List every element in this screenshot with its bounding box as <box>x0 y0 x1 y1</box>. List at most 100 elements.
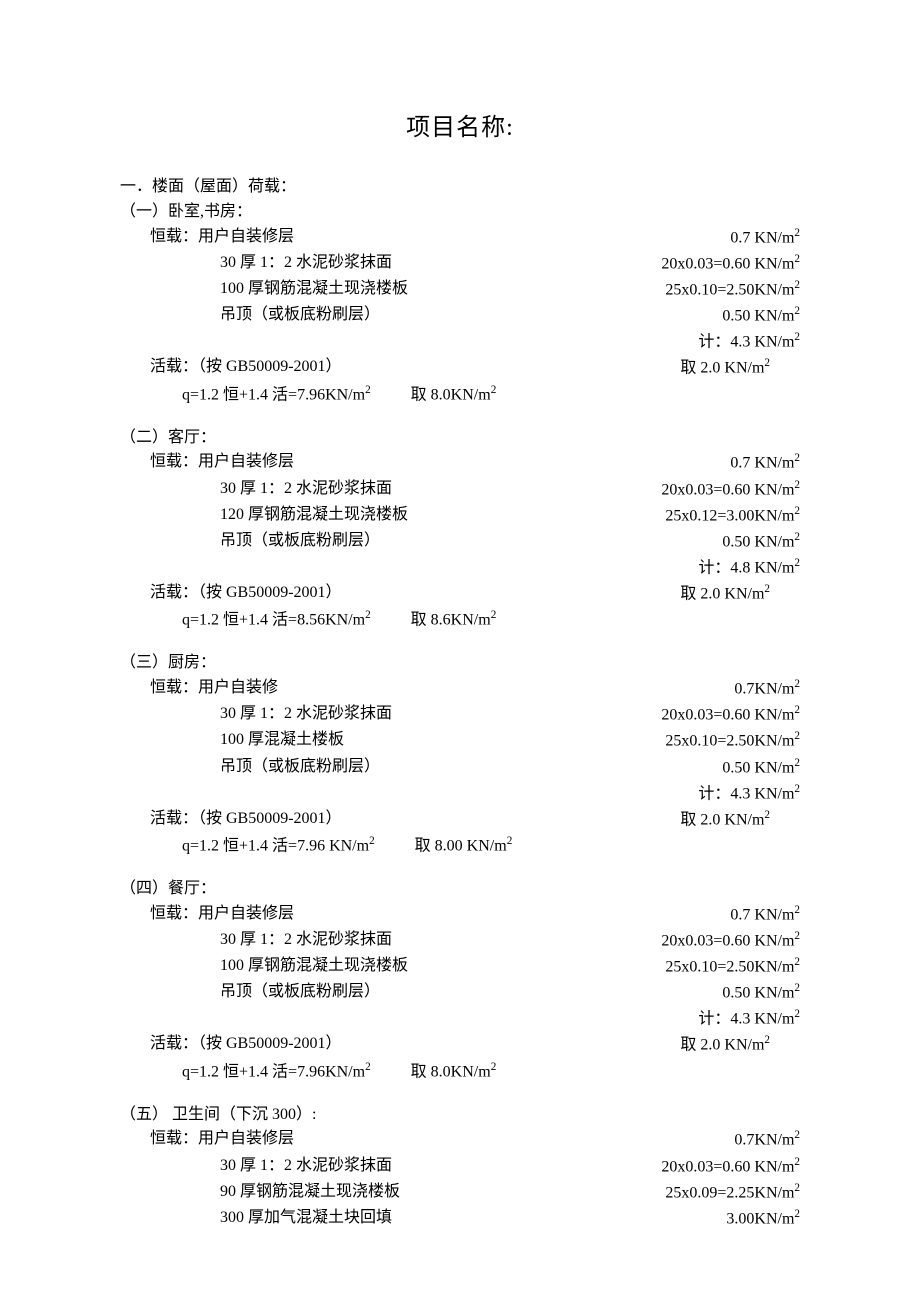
q-formula: q=1.2 恒+1.4 活=7.96KN/m2 <box>182 382 371 408</box>
load-row: 恒载：用户自装修层 0.7 KN/m2 <box>120 450 800 476</box>
load-value: 0.50 KN/m2 <box>722 755 800 781</box>
load-value: 25x0.10=2.50KN/m2 <box>665 728 800 754</box>
load-label: 90 厚钢筋混凝土现浇楼板 <box>120 1180 400 1206</box>
load-value: 25x0.09=2.25KN/m2 <box>665 1180 800 1206</box>
load-value: 20x0.03=0.60 KN/m2 <box>661 251 800 277</box>
document-title: 项目名称: <box>120 110 800 147</box>
load-row: 30 厚 1：2 水泥砂浆抹面 20x0.03=0.60 KN/m2 <box>120 477 800 503</box>
load-label: 吊顶（或板底粉刷层） <box>120 755 380 781</box>
subsection-heading: （二）客厅： <box>120 426 800 451</box>
load-value: 20x0.03=0.60 KN/m2 <box>661 1154 800 1180</box>
load-row: 30 厚 1：2 水泥砂浆抹面 20x0.03=0.60 KN/m2 <box>120 251 800 277</box>
section-gap <box>120 408 800 426</box>
q-result: 取 8.6KN/m2 <box>371 607 497 633</box>
live-load-row: 活载：（按 GB50009-2001） 取 2.0 KN/m2 <box>120 355 800 381</box>
load-value: 3.00KN/m2 <box>726 1206 800 1232</box>
live-load-value: 取 2.0 KN/m2 <box>680 1032 800 1058</box>
section-gap <box>120 1085 800 1103</box>
load-label: 恒载：用户自装修层 <box>120 225 294 251</box>
live-load-label: 活载：（按 GB50009-2001） <box>120 1032 342 1058</box>
sum-value: 计：4.3 KN/m2 <box>698 1006 800 1032</box>
load-value: 0.50 KN/m2 <box>722 980 800 1006</box>
load-label: 30 厚 1：2 水泥砂浆抹面 <box>120 477 392 503</box>
live-load-value: 取 2.0 KN/m2 <box>680 355 800 381</box>
live-load-value: 取 2.0 KN/m2 <box>680 581 800 607</box>
load-row: 30 厚 1：2 水泥砂浆抹面 20x0.03=0.60 KN/m2 <box>120 1154 800 1180</box>
load-row: 30 厚 1：2 水泥砂浆抹面 20x0.03=0.60 KN/m2 <box>120 702 800 728</box>
q-row: q=1.2 恒+1.4 活=7.96 KN/m2取 8.00 KN/m2 <box>120 833 800 859</box>
q-row: q=1.2 恒+1.4 活=7.96KN/m2取 8.0KN/m2 <box>120 1059 800 1085</box>
load-row: 120 厚钢筋混凝土现浇楼板25x0.12=3.00KN/m2 <box>120 503 800 529</box>
q-formula: q=1.2 恒+1.4 活=7.96 KN/m2 <box>182 833 375 859</box>
load-row: 恒载：用户自装修层 0.7 KN/m2 <box>120 902 800 928</box>
live-load-row: 活载：（按 GB50009-2001） 取 2.0 KN/m2 <box>120 807 800 833</box>
live-load-label: 活载：（按 GB50009-2001） <box>120 581 342 607</box>
q-formula: q=1.2 恒+1.4 活=7.96KN/m2 <box>182 1059 371 1085</box>
load-label: 120 厚钢筋混凝土现浇楼板 <box>120 503 408 529</box>
load-row: 100 厚钢筋混凝土现浇楼板 25x0.10=2.50KN/m2 <box>120 277 800 303</box>
load-value: 0.50 KN/m2 <box>722 529 800 555</box>
live-load-row: 活载：（按 GB50009-2001） 取 2.0 KN/m2 <box>120 1032 800 1058</box>
load-label: 恒载：用户自装修层 <box>120 1127 294 1153</box>
load-row: 30 厚 1：2 水泥砂浆抹面 20x0.03=0.60 KN/m2 <box>120 928 800 954</box>
subsection-heading: （一）卧室,书房： <box>120 200 800 225</box>
load-label: 30 厚 1：2 水泥砂浆抹面 <box>120 251 392 277</box>
load-value: 0.7KN/m2 <box>734 676 800 702</box>
subsection-heading: （四）餐厅： <box>120 877 800 902</box>
load-label: 恒载：用户自装修 <box>120 676 278 702</box>
section-gap <box>120 859 800 877</box>
live-load-label: 活载：（按 GB50009-2001） <box>120 807 342 833</box>
sum-value: 计：4.3 KN/m2 <box>698 781 800 807</box>
load-label: 恒载：用户自装修层 <box>120 902 294 928</box>
load-row: 100 厚混凝土楼板 25x0.10=2.50KN/m2 <box>120 728 800 754</box>
load-row: 吊顶（或板底粉刷层） 0.50 KN/m2 <box>120 980 800 1006</box>
load-label: 30 厚 1：2 水泥砂浆抹面 <box>120 928 392 954</box>
load-label: 30 厚 1：2 水泥砂浆抹面 <box>120 1154 392 1180</box>
load-label: 吊顶（或板底粉刷层） <box>120 529 380 555</box>
sum-value: 计：4.3 KN/m2 <box>698 329 800 355</box>
load-row: 吊顶（或板底粉刷层） 0.50 KN/m2 <box>120 755 800 781</box>
load-row: 90 厚钢筋混凝土现浇楼板 25x0.09=2.25KN/m2 <box>120 1180 800 1206</box>
live-load-value: 取 2.0 KN/m2 <box>680 807 800 833</box>
sum-row: 计：4.3 KN/m2 <box>120 781 800 807</box>
sections-container: （一）卧室,书房：恒载：用户自装修层0.7 KN/m230 厚 1：2 水泥砂浆… <box>120 200 800 1232</box>
load-row: 300 厚加气混凝土块回填 3.00KN/m2 <box>120 1206 800 1232</box>
load-label: 100 厚钢筋混凝土现浇楼板 <box>120 954 408 980</box>
q-result: 取 8.00 KN/m2 <box>375 833 513 859</box>
load-row: 恒载：用户自装修层 0.7KN/m2 <box>120 1127 800 1153</box>
live-load-row: 活载：（按 GB50009-2001） 取 2.0 KN/m2 <box>120 581 800 607</box>
sum-value: 计：4.8 KN/m2 <box>698 555 800 581</box>
load-value: 0.7KN/m2 <box>734 1127 800 1153</box>
q-row: q=1.2 恒+1.4 活=8.56KN/m2取 8.6KN/m2 <box>120 607 800 633</box>
load-value: 25x0.10=2.50KN/m2 <box>665 277 800 303</box>
load-value: 20x0.03=0.60 KN/m2 <box>661 702 800 728</box>
load-label: 100 厚混凝土楼板 <box>120 728 344 754</box>
subsection-heading: （五） 卫生间（下沉 300）: <box>120 1103 800 1128</box>
q-result: 取 8.0KN/m2 <box>371 1059 497 1085</box>
load-value: 0.7 KN/m2 <box>730 902 800 928</box>
q-formula: q=1.2 恒+1.4 活=8.56KN/m2 <box>182 607 371 633</box>
load-label: 恒载：用户自装修层 <box>120 450 294 476</box>
load-row: 吊顶（或板底粉刷层） 0.50 KN/m2 <box>120 303 800 329</box>
section-gap <box>120 633 800 651</box>
sum-row: 计：4.3 KN/m2 <box>120 329 800 355</box>
load-label: 100 厚钢筋混凝土现浇楼板 <box>120 277 408 303</box>
live-load-label: 活载：（按 GB50009-2001） <box>120 355 342 381</box>
load-row: 100 厚钢筋混凝土现浇楼板25x0.10=2.50KN/m2 <box>120 954 800 980</box>
q-row: q=1.2 恒+1.4 活=7.96KN/m2取 8.0KN/m2 <box>120 382 800 408</box>
sum-row: 计：4.3 KN/m2 <box>120 1006 800 1032</box>
q-result: 取 8.0KN/m2 <box>371 382 497 408</box>
load-value: 0.50 KN/m2 <box>722 303 800 329</box>
load-row: 恒载：用户自装修 0.7KN/m2 <box>120 676 800 702</box>
load-label: 吊顶（或板底粉刷层） <box>120 303 380 329</box>
load-label: 吊顶（或板底粉刷层） <box>120 980 380 1006</box>
load-value: 0.7 KN/m2 <box>730 450 800 476</box>
load-value: 20x0.03=0.60 KN/m2 <box>661 928 800 954</box>
load-row: 恒载：用户自装修层0.7 KN/m2 <box>120 225 800 251</box>
load-row: 吊顶（或板底粉刷层） 0.50 KN/m2 <box>120 529 800 555</box>
load-label: 30 厚 1：2 水泥砂浆抹面 <box>120 702 392 728</box>
load-value: 20x0.03=0.60 KN/m2 <box>661 477 800 503</box>
sum-row: 计：4.8 KN/m2 <box>120 555 800 581</box>
section-main-heading: 一．楼面（屋面）荷载： <box>120 175 800 200</box>
load-label: 300 厚加气混凝土块回填 <box>120 1206 392 1232</box>
